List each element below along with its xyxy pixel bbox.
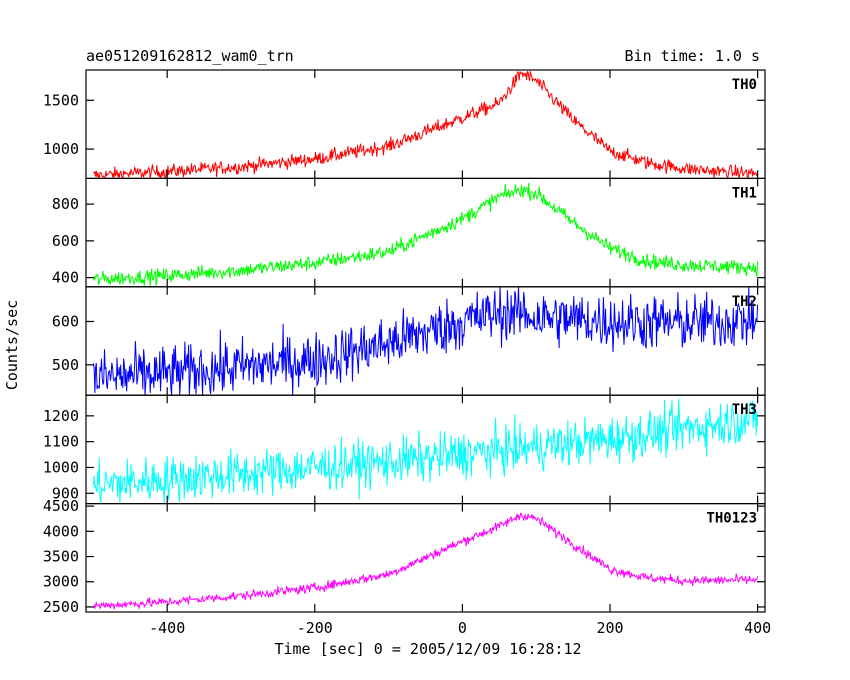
x-tick-label: 0 [458, 619, 467, 637]
series-label-th0: TH0 [732, 77, 757, 93]
panel-th2: 500 600 TH2 [52, 286, 766, 396]
series-line-th2 [92, 286, 759, 396]
y-tick-label: 600 [52, 312, 79, 330]
x-tick-label: 400 [744, 619, 771, 637]
x-tick-label: -200 [297, 619, 333, 637]
series-line-th0123 [92, 512, 759, 610]
y-tick-label: 500 [52, 356, 79, 374]
y-tick-label: 1000 [43, 458, 79, 476]
y-tick-label: 1000 [43, 140, 79, 158]
panel-th1: 400 600 800 TH1 [52, 177, 766, 288]
panel-th0123: 2500 3000 3500 4000 4500 TH0123 [43, 497, 766, 616]
y-tick-label: 3000 [43, 573, 79, 591]
series-label-th0123: TH0123 [706, 511, 757, 527]
panel-frame [85, 503, 766, 613]
y-tick-label: 600 [52, 232, 79, 250]
x-tick-label: -400 [149, 619, 185, 637]
y-tick-label: 3500 [43, 548, 79, 566]
y-axis-label: Counts/sec [3, 300, 21, 390]
y-tick-label: 2500 [43, 598, 79, 616]
x-tick-label: 200 [596, 619, 623, 637]
series-label-th2: TH2 [732, 294, 757, 310]
y-tick-label: 4500 [43, 497, 79, 515]
bin-time-label: Bin time: 1.0 s [625, 47, 760, 65]
y-tick-label: 900 [52, 484, 79, 502]
chart-title: ae051209162812_wam0_trn [86, 47, 294, 65]
series-line-th3 [92, 398, 759, 504]
series-line-th1 [92, 182, 759, 286]
series-label-th1: TH1 [732, 185, 757, 201]
panel-th3: 900 1000 1100 1200 TH3 [43, 394, 766, 505]
y-tick-label: 1100 [43, 433, 79, 451]
series-label-th3: TH3 [732, 402, 757, 418]
y-tick-label: 1200 [43, 407, 79, 425]
x-axis-label: Time [sec] 0 = 2005/12/09 16:28:12 [274, 640, 581, 658]
y-tick-label: 1500 [43, 91, 79, 109]
series-line-th0 [92, 70, 759, 181]
y-tick-label: 800 [52, 195, 79, 213]
y-tick-label: 400 [52, 269, 79, 287]
panel-frame [85, 69, 766, 180]
panel-th0: 1000 1500 TH0 [43, 69, 766, 181]
y-tick-label: 4000 [43, 522, 79, 540]
